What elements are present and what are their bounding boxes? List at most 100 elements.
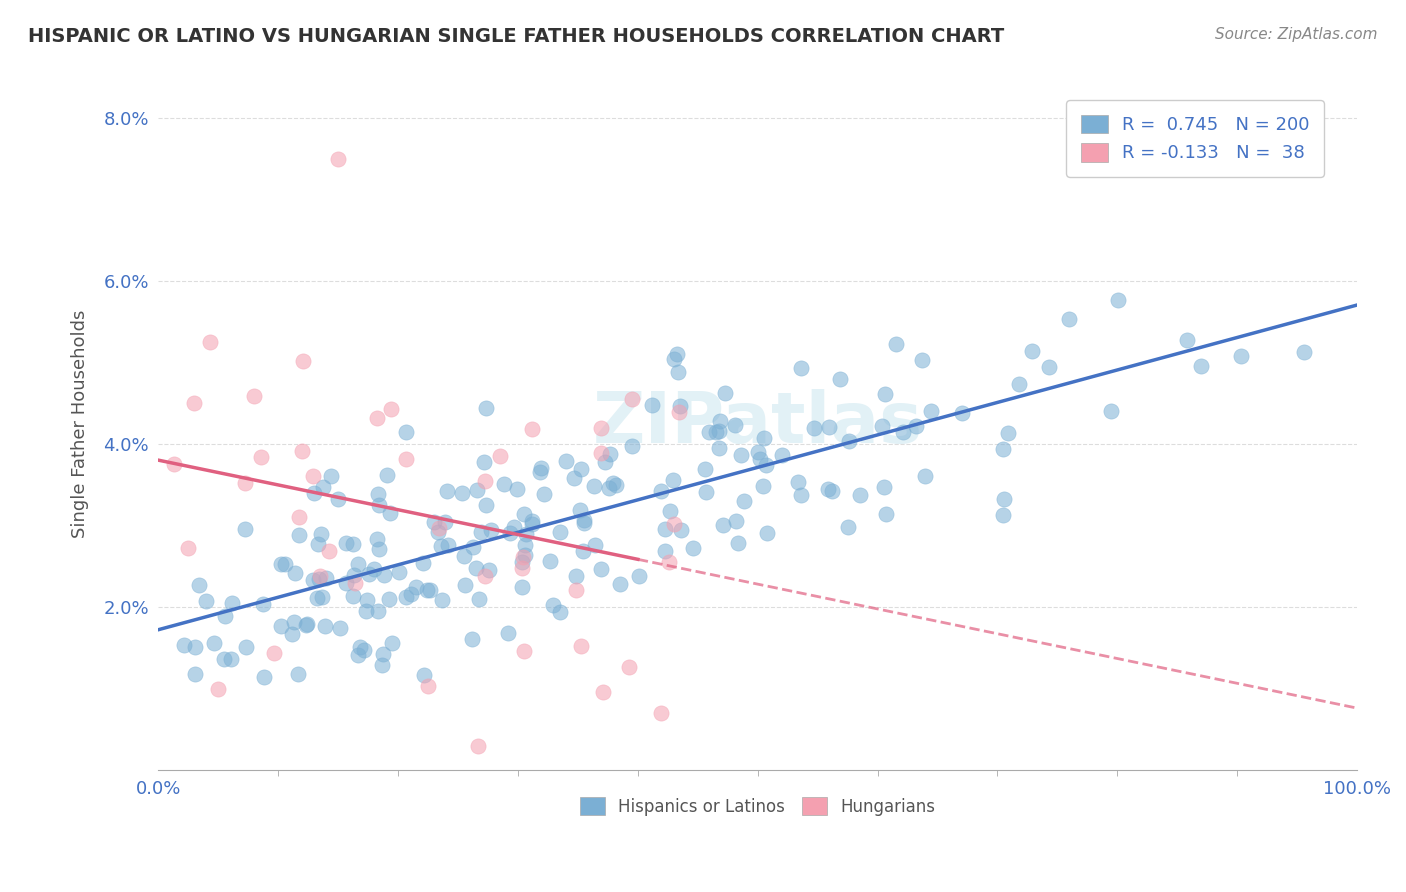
Point — [291, 443, 314, 458]
Point — [790, 361, 813, 376]
Point — [395, 425, 418, 440]
Point — [512, 550, 534, 565]
Point — [467, 739, 489, 753]
Point — [548, 605, 571, 619]
Point — [666, 347, 689, 361]
Point — [468, 592, 491, 607]
Point — [506, 483, 529, 497]
Point — [177, 541, 200, 556]
Point — [308, 572, 330, 586]
Point — [311, 527, 333, 541]
Point — [371, 647, 394, 661]
Point — [184, 666, 207, 681]
Point — [574, 516, 596, 531]
Legend: Hispanics or Latinos, Hungarians: Hispanics or Latinos, Hungarians — [572, 789, 943, 824]
Point — [498, 526, 520, 541]
Point — [598, 481, 620, 495]
Point — [173, 638, 195, 652]
Point — [605, 477, 627, 491]
Point — [287, 667, 309, 681]
Point — [433, 515, 456, 529]
Point — [1189, 359, 1212, 374]
Point — [790, 488, 813, 502]
Point — [283, 615, 305, 630]
Point — [412, 667, 434, 681]
Point — [474, 475, 496, 489]
Point — [520, 516, 543, 531]
Point — [464, 561, 486, 575]
Point — [243, 389, 266, 403]
Point — [371, 657, 394, 672]
Point — [363, 561, 385, 575]
Point — [711, 518, 734, 533]
Point — [395, 590, 418, 604]
Point — [292, 354, 315, 368]
Point — [714, 385, 737, 400]
Point — [233, 476, 256, 491]
Point — [619, 660, 641, 674]
Point — [304, 486, 326, 500]
Point — [194, 594, 217, 608]
Point — [214, 651, 236, 665]
Point — [752, 478, 775, 492]
Point — [873, 480, 896, 494]
Point — [450, 486, 472, 500]
Point — [620, 439, 643, 453]
Point — [1038, 360, 1060, 375]
Point — [621, 392, 644, 406]
Point — [727, 536, 749, 550]
Point — [817, 482, 839, 496]
Point — [1229, 350, 1251, 364]
Point — [1099, 404, 1122, 418]
Y-axis label: Single Father Households: Single Father Households — [72, 310, 89, 538]
Point — [270, 618, 292, 632]
Point — [453, 549, 475, 564]
Point — [654, 543, 676, 558]
Point — [993, 442, 1015, 457]
Point — [301, 573, 323, 587]
Point — [669, 399, 692, 413]
Text: Source: ZipAtlas.com: Source: ZipAtlas.com — [1215, 27, 1378, 42]
Point — [235, 640, 257, 655]
Point — [707, 424, 730, 438]
Point — [541, 598, 564, 612]
Point — [412, 556, 434, 570]
Point — [328, 152, 350, 166]
Point — [329, 621, 352, 635]
Point — [188, 577, 211, 591]
Point — [838, 434, 860, 449]
Point — [263, 646, 285, 660]
Point — [356, 592, 378, 607]
Point — [875, 386, 897, 401]
Point — [367, 604, 389, 618]
Point — [319, 468, 342, 483]
Point — [1008, 376, 1031, 391]
Point — [515, 538, 537, 552]
Point — [492, 477, 515, 491]
Point — [513, 508, 536, 522]
Point — [214, 608, 236, 623]
Point — [911, 353, 934, 368]
Point — [472, 455, 495, 469]
Point — [641, 398, 664, 412]
Point — [891, 425, 914, 439]
Point — [837, 520, 859, 534]
Point — [380, 401, 402, 416]
Point — [1057, 312, 1080, 326]
Point — [163, 457, 186, 471]
Point — [367, 498, 389, 512]
Point — [695, 484, 717, 499]
Point — [253, 670, 276, 684]
Point — [583, 537, 606, 551]
Point — [488, 449, 510, 463]
Point — [416, 583, 439, 598]
Point — [183, 396, 205, 410]
Point — [529, 465, 551, 479]
Point — [496, 625, 519, 640]
Point — [342, 537, 364, 551]
Point — [569, 462, 592, 476]
Point — [914, 469, 936, 483]
Point — [554, 454, 576, 468]
Point — [427, 524, 450, 539]
Point — [510, 580, 533, 594]
